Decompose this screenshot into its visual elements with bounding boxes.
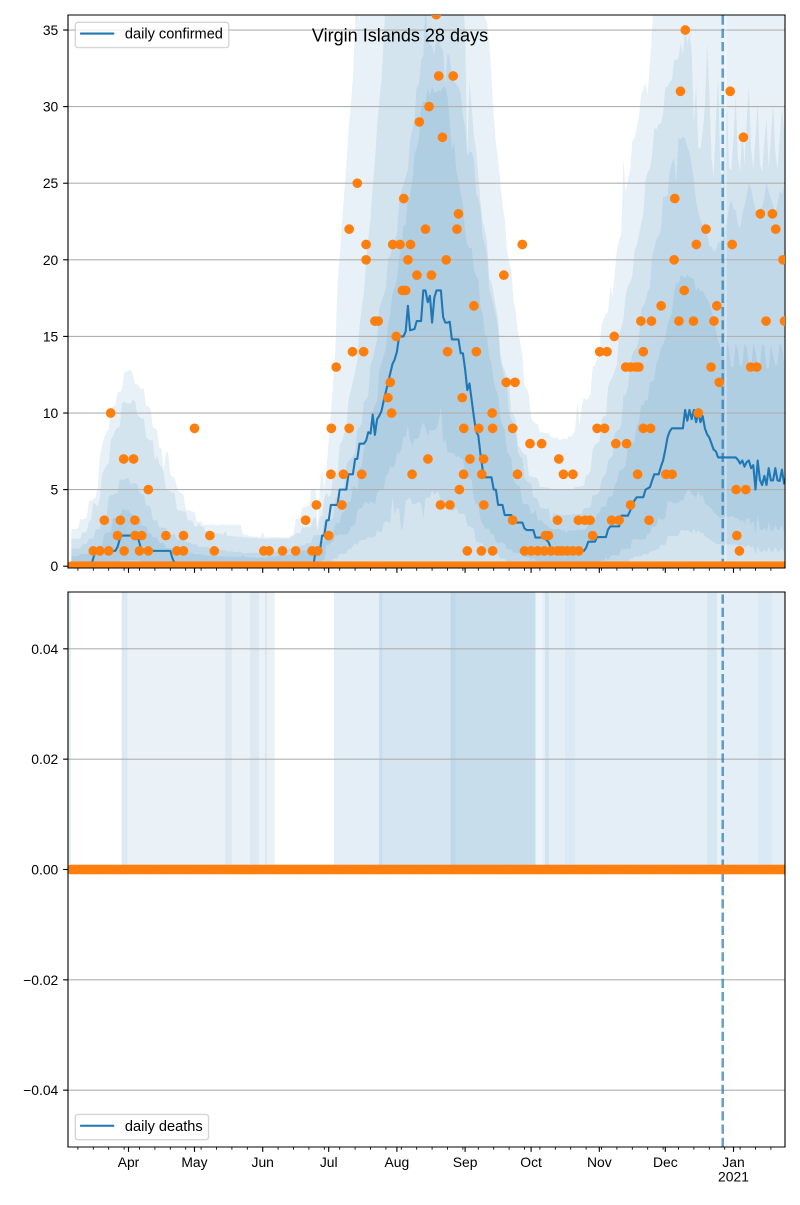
svg-text:−0.04: −0.04: [23, 1082, 58, 1098]
svg-text:0.00: 0.00: [31, 862, 58, 878]
svg-text:Nov: Nov: [587, 1154, 612, 1170]
svg-text:May: May: [181, 1154, 207, 1170]
svg-text:daily confirmed: daily confirmed: [125, 27, 223, 43]
svg-text:20: 20: [43, 252, 59, 268]
svg-text:Jan: Jan: [722, 1154, 744, 1170]
svg-text:Aug: Aug: [385, 1154, 410, 1170]
svg-text:0.02: 0.02: [31, 751, 58, 767]
svg-text:5: 5: [51, 482, 59, 498]
svg-text:Dec: Dec: [653, 1154, 678, 1170]
svg-text:15: 15: [43, 328, 59, 344]
svg-text:25: 25: [43, 175, 59, 191]
svg-text:10: 10: [43, 405, 59, 421]
svg-text:Sep: Sep: [453, 1154, 478, 1170]
svg-text:Jul: Jul: [320, 1154, 338, 1170]
svg-text:2021: 2021: [718, 1169, 749, 1185]
svg-text:daily deaths: daily deaths: [125, 1119, 203, 1135]
svg-text:Apr: Apr: [118, 1154, 140, 1170]
svg-text:30: 30: [43, 99, 59, 115]
svg-text:Virgin Islands 28 days: Virgin Islands 28 days: [312, 25, 488, 45]
svg-text:Oct: Oct: [520, 1154, 542, 1170]
svg-text:35: 35: [43, 22, 59, 38]
svg-text:Jun: Jun: [252, 1154, 274, 1170]
svg-text:0.04: 0.04: [31, 641, 58, 657]
svg-text:−0.02: −0.02: [23, 972, 58, 988]
svg-text:0: 0: [51, 558, 59, 574]
